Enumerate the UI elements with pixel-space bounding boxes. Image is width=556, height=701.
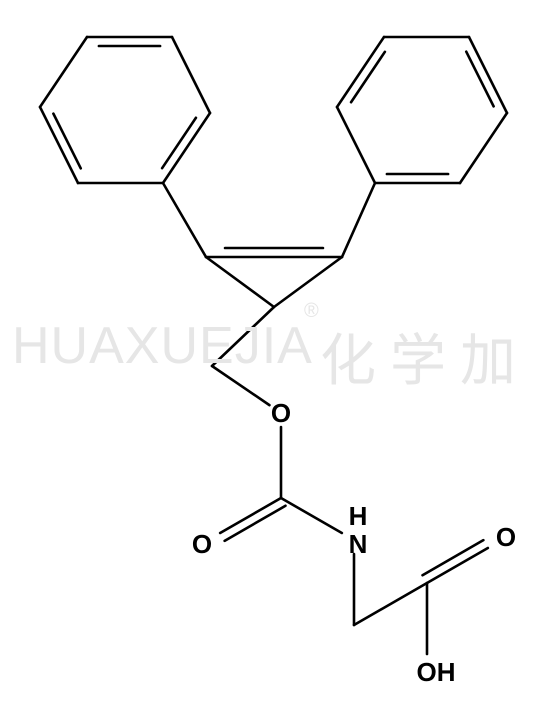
atom-label-o_ether: O <box>271 398 291 428</box>
atom-label-o_acid_dbl: O <box>496 522 516 552</box>
atom-label-o_acid_oh: OH <box>417 657 456 687</box>
figure-stage: { "canvas": { "width": 556, "height": 70… <box>0 0 556 701</box>
molecule-diagram: O O NH O OH <box>0 0 556 701</box>
atom-label-o_dbl: O <box>192 529 212 559</box>
atom-label-nh_h: H <box>349 501 368 531</box>
atom-label-n: N <box>349 529 368 559</box>
